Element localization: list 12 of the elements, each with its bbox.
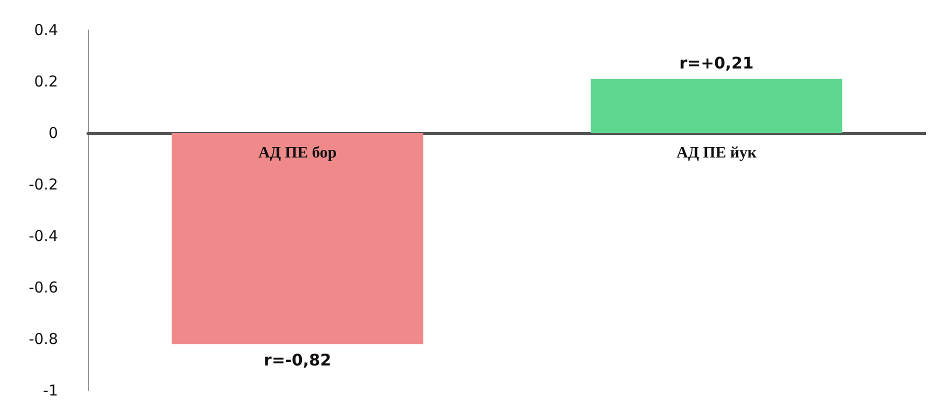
y-tick-label: 0.2 xyxy=(34,72,58,90)
data-label: r=+0,21 xyxy=(679,53,754,72)
data-label: r=-0,82 xyxy=(264,350,332,370)
y-tick-label: -1 xyxy=(43,382,58,400)
y-tick-label: -0.8 xyxy=(28,330,58,348)
x-tick-label: АД ПЕ бор xyxy=(258,144,337,162)
y-tick-label: -0.6 xyxy=(28,278,58,296)
y-tick-label: 0.4 xyxy=(34,21,58,39)
y-tick-label: 0 xyxy=(48,124,58,142)
y-tick-label: -0.4 xyxy=(28,227,58,245)
x-tick-label: АД ПЕ йук xyxy=(676,144,758,162)
y-tick-label: -0.2 xyxy=(28,176,58,194)
